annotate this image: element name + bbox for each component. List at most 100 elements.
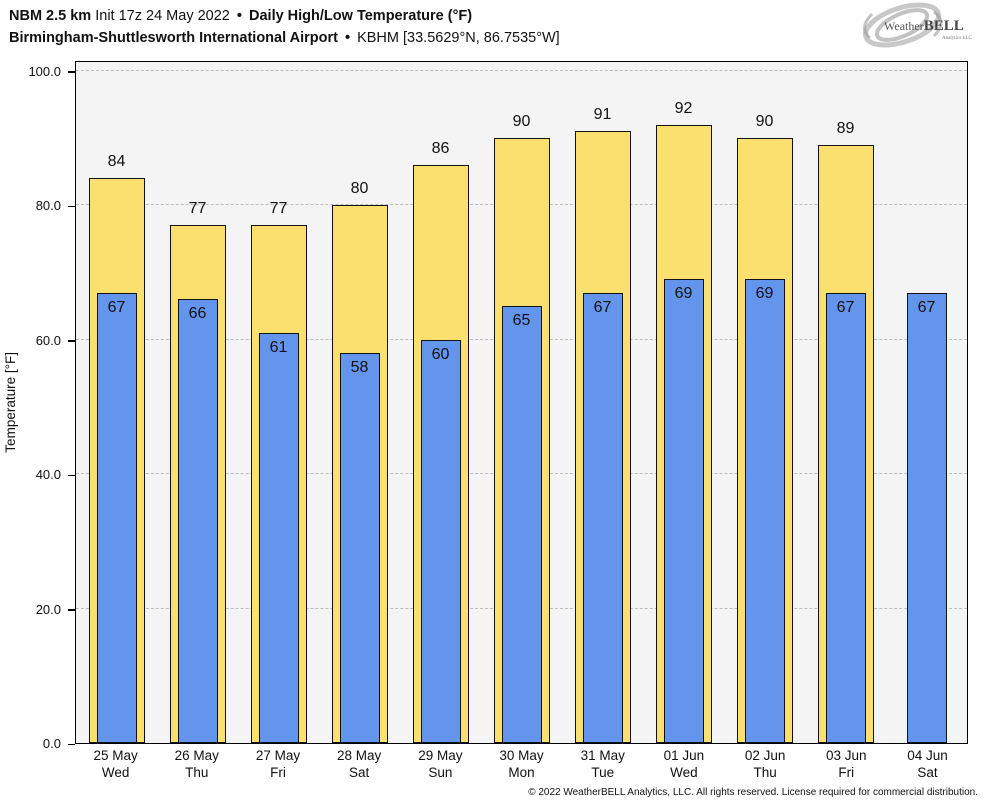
bullet-separator: • [344,30,351,46]
y-tick-label: 0.0 [42,736,61,751]
x-tick-weekday: Thu [185,765,209,780]
x-tick-weekday: Sat [349,765,370,780]
x-tick-weekday: Sun [428,765,453,780]
init-time: Init 17z 24 May 2022 [95,8,230,24]
high-value-label: 91 [593,106,612,124]
y-tick-label: 60.0 [35,332,61,348]
x-tick-weekday: Fri [270,765,286,780]
bar-group: 77 61 [238,62,319,743]
high-value-label: 77 [269,200,288,218]
x-tick-label: 04 Jun Sat [887,747,968,785]
station-name: Birmingham-Shuttlesworth International A… [9,30,338,46]
bar-group: 86 60 [400,62,481,743]
y-tick-label: 40.0 [35,467,61,483]
x-tick-label: 26 May Thu [156,747,237,785]
low-value-label: 67 [917,298,936,316]
x-tick-weekday: Sat [917,765,938,780]
low-bar [906,292,947,743]
low-bar [177,299,218,743]
bar-group: 77 66 [157,62,238,743]
x-tick-weekday: Fri [838,765,855,780]
plot-area: 84 67 77 66 77 61 80 58 86 60 90 65 91 67 92 69 90 69 89 67… [75,61,968,744]
x-tick-date: 28 May [337,748,382,763]
x-tick-date: 31 May [580,748,625,763]
bullet-separator: • [236,8,242,24]
station-coordinates: KBHM [33.5629°N, 86.7535°W] [357,30,560,46]
x-tick-weekday: Tue [591,765,615,780]
low-bar [582,292,623,743]
x-tick-date: 04 Jun [907,748,948,763]
y-tick-mark [68,743,75,745]
high-value-label: 89 [836,119,855,137]
hurricane-swirl-icon [862,2,943,48]
weatherbell-logo: WeatherBELL Analytics LLC [862,2,973,48]
high-value-label: 80 [350,180,369,198]
bar-group: 91 67 [562,62,643,743]
bar-group: 90 69 [724,62,805,743]
x-tick-label: 02 Jun Thu [725,747,806,785]
x-tick-label: 27 May Fri [237,747,318,785]
y-tick-mark [68,205,75,208]
x-tick-date: 27 May [255,748,301,763]
x-tick-label: 31 May Tue [562,747,643,785]
low-value-label: 67 [836,298,855,316]
x-tick-date: 01 Jun [663,748,705,763]
low-bar [825,292,866,743]
gridline-100 [76,69,967,71]
high-value-label: 77 [188,200,207,218]
y-tick-mark [68,340,75,342]
x-tick-date: 02 Jun [744,748,786,763]
logo-subtitle: Analytics LLC [942,36,973,41]
y-axis: 0.0 20.0 40.0 60.0 80.0 100.0 [0,61,75,751]
x-tick-date: 30 May [499,748,544,763]
x-tick-label: 28 May Sat [319,747,400,785]
y-tick-label: 100.0 [28,63,61,79]
x-tick-weekday: Wed [670,765,698,780]
title-line-1: NBM 2.5 km Init 17z 24 May 2022 • Daily … [9,5,560,27]
low-value-label: 67 [593,298,612,316]
bar-group: 90 65 [481,62,562,743]
low-value-label: 61 [269,338,288,356]
y-tick-mark [68,474,75,477]
title-line-2: Birmingham-Shuttlesworth International A… [9,27,560,49]
low-value-label: 58 [350,359,369,377]
low-bar [420,339,461,743]
low-value-label: 67 [107,298,126,316]
high-value-label: 86 [431,139,450,157]
chart-header: NBM 2.5 km Init 17z 24 May 2022 • Daily … [9,5,560,49]
high-value-label: 92 [674,99,693,117]
bar-group: 92 69 [643,62,724,743]
y-tick-mark [68,609,75,611]
high-value-label: 90 [755,112,774,130]
x-axis: 25 May Wed 26 May Thu 27 May Fri 28 May Sat 29 M… [75,747,968,785]
low-bar [744,279,785,743]
low-bar [663,279,704,743]
product-name: Daily High/Low Temperature (°F) [249,8,473,24]
low-bar [339,353,380,743]
x-tick-date: 25 May [93,748,138,763]
x-tick-date: 03 Jun [826,748,867,763]
x-tick-weekday: Wed [101,765,130,780]
x-tick-label: 03 Jun Fri [806,747,887,785]
low-value-label: 69 [674,285,693,303]
x-tick-label: 01 Jun Wed [643,747,724,785]
bar-group: 84 67 [76,62,157,743]
x-tick-label: 29 May Sun [400,747,481,785]
bar-group: 89 67 [805,62,886,743]
logo-text: WeatherBELL [884,18,964,34]
y-tick-label: 20.0 [35,601,61,617]
low-bar [96,292,137,743]
x-tick-weekday: Thu [753,765,777,780]
x-tick-label: 25 May Wed [75,747,156,785]
bar-group: 80 58 [319,62,400,743]
low-value-label: 60 [431,345,450,363]
x-tick-label: 30 May Mon [481,747,562,785]
x-tick-date: 29 May [418,748,463,763]
footer-copyright: © 2022 WeatherBELL Analytics, LLC. All r… [528,787,978,798]
high-value-label: 84 [107,153,126,171]
x-tick-weekday: Mon [508,765,535,780]
y-tick-mark [68,71,75,73]
x-tick-date: 26 May [174,748,219,763]
bar-group: 67 [886,62,967,743]
